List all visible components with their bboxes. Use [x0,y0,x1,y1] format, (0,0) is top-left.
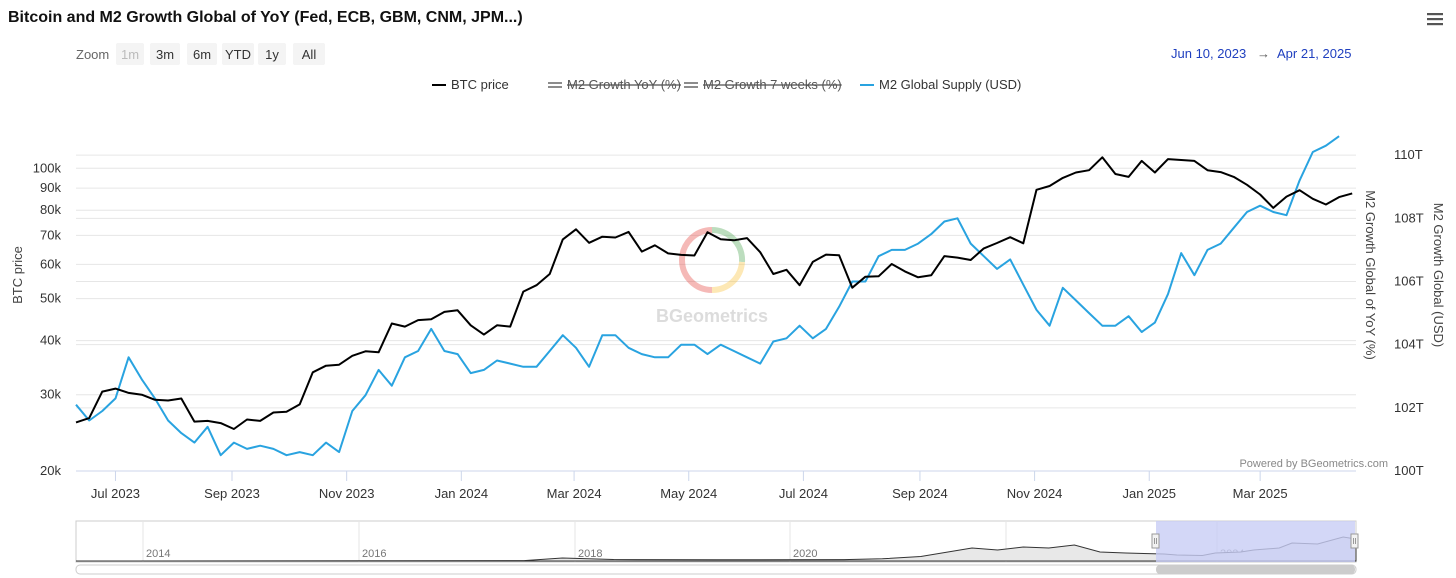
zoom-button-label: All [302,47,317,62]
series-group [75,135,1353,457]
zoom-button-label: 6m [193,47,211,62]
legend-item[interactable]: M2 Growth 7 weeks (%) [684,77,842,92]
left-tick-label: 30k [40,387,61,402]
left-tick-label: 90k [40,180,61,195]
legend: BTC price M2 Growth YoY (%) M2 Growth 7 we… [432,77,1021,92]
zoom-button-label: 1y [265,47,279,62]
right-tick-label: 108T [1394,210,1424,225]
x-tick-label: Jul 2024 [779,486,828,501]
right-tick-label: 106T [1394,274,1424,289]
legend-label: BTC price [451,77,509,92]
zoom-button-bg [187,43,217,65]
range-arrow: → [1257,46,1270,61]
zoom-button-label: 3m [156,47,174,62]
zoom-buttons: 1m 3m 6m YTD 1y All [116,43,325,65]
x-tick-label: Nov 2023 [319,486,375,501]
hamburger-menu-icon[interactable] [1426,10,1446,28]
zoom-label: Zoom [76,47,109,62]
right-tick-label: 100T [1394,463,1424,478]
zoom-button-bg [222,43,254,65]
left-tick-label: 100k [33,160,62,175]
range-from[interactable]: Jun 10, 2023 [1171,46,1246,61]
right-tick-label: 102T [1394,400,1424,415]
left-axis-title: BTC price [10,246,25,304]
zoom-button-bg [116,43,144,65]
zoom-button-bg [258,43,286,65]
zoom-button-bg [150,43,180,65]
right-tick-label: 104T [1394,337,1424,352]
x-axis-ticks: Jul 2023 Sep 2023 Nov 2023 Jan 2024 Mar 2024… [91,471,1288,501]
legend-label: M2 Growth 7 weeks (%) [703,77,842,92]
right-axis-title: M2 Growth Global (USD) [1431,203,1446,347]
left-axis-ticks: 20k 30k 40k 50k 60k 70k 80k 90k 100k [33,160,62,478]
x-tick-label: Mar 2025 [1233,486,1288,501]
left-tick-label: 20k [40,463,61,478]
left-tick-label: 60k [40,256,61,271]
scrollbar-track[interactable] [75,564,1357,575]
navigator-selection-mask[interactable] [1156,521,1355,562]
zoom-button-ytd[interactable]: YTD [222,43,254,65]
scrollbar-thumb[interactable] [1156,565,1355,574]
x-tick-label: Nov 2024 [1007,486,1063,501]
zoom-button-3m[interactable]: 3m [150,43,180,65]
x-tick-label: Mar 2024 [547,486,602,501]
zoom-button-1y[interactable]: 1y [258,43,286,65]
navigator-year-label: 2018 [578,548,602,560]
navigator-scrollbar[interactable] [75,564,1357,575]
navigator[interactable]: 201420162018202020222024 [75,520,1359,563]
left-tick-label: 50k [40,291,61,306]
legend-item[interactable]: M2 Global Supply (USD) [860,77,1021,92]
navigator-year-label: 2014 [146,548,170,560]
legend-label: M2 Global Supply (USD) [879,77,1021,92]
credits-link[interactable]: Powered by BGeometrics.com [1239,458,1388,470]
navigator-year-label: 2020 [793,548,817,560]
right-tick-label: 110T [1394,147,1423,162]
zoom-button-6m[interactable]: 6m [187,43,217,65]
zoom-button-bg [293,43,325,65]
x-tick-label: May 2024 [660,486,717,501]
x-tick-label: Sep 2024 [892,486,948,501]
watermark-text: BGeometrics [656,306,768,326]
m2-global-supply-line[interactable] [75,135,1340,457]
zoom-button-1m[interactable]: 1m [116,43,144,65]
x-tick-label: Sep 2023 [204,486,260,501]
left-tick-label: 80k [40,202,61,217]
zoom-button-label: YTD [225,47,251,62]
left-tick-label: 70k [40,227,61,242]
btc-price-line[interactable] [75,156,1353,430]
left-tick-label: 40k [40,333,61,348]
zoom-button-label: 1m [121,47,139,62]
navigator-year-label: 2016 [362,548,386,560]
x-tick-label: Jan 2025 [1122,486,1176,501]
legend-item[interactable]: M2 Growth YoY (%) [548,77,681,92]
legend-label: M2 Growth YoY (%) [567,77,681,92]
zoom-button-all[interactable]: All [293,43,325,65]
chart-title: Bitcoin and M2 Growth Global of YoY (Fed… [8,9,523,26]
inner-right-axis-title: M2 Growth Global of YoY (%) [1363,190,1378,360]
x-tick-label: Jan 2024 [435,486,489,501]
navigator-handle-right[interactable] [1350,533,1359,549]
right-axis-ticks: 100T 102T 104T 106T 108T 110T [1394,147,1424,478]
range-to[interactable]: Apr 21, 2025 [1277,46,1351,61]
navigator-handle-left[interactable] [1151,533,1160,549]
legend-item[interactable]: BTC price [432,77,509,92]
x-tick-label: Jul 2023 [91,486,140,501]
